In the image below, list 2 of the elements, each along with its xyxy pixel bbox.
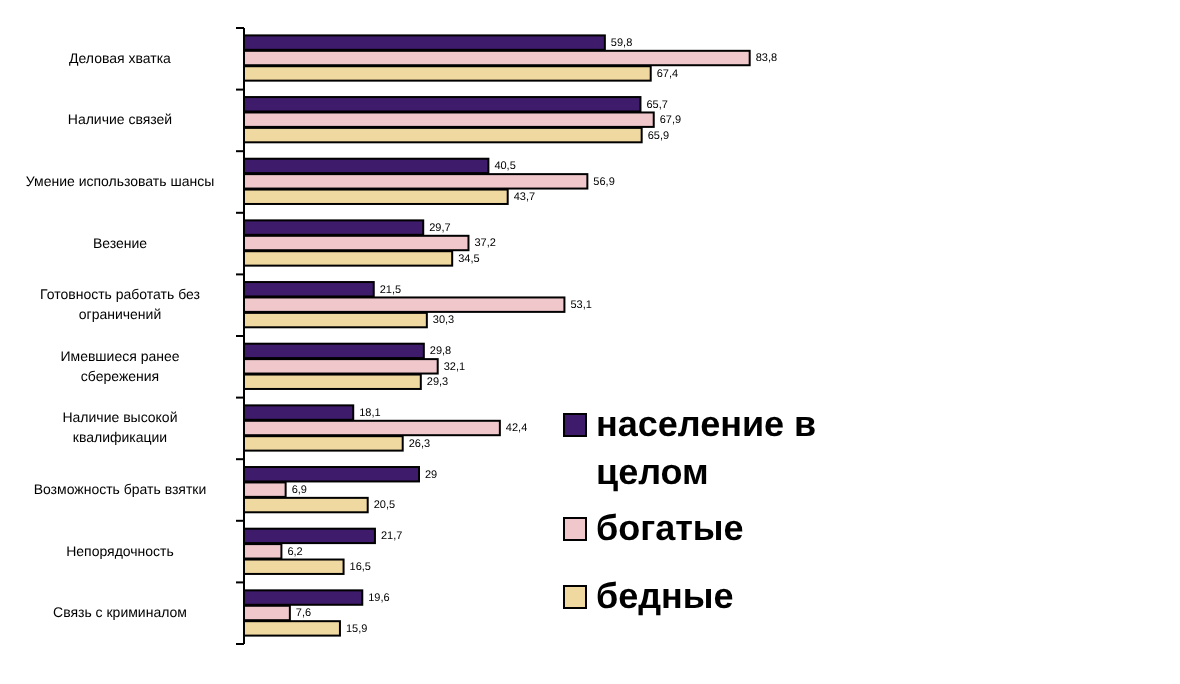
legend-label: богатые (596, 508, 744, 548)
legend-label: бедные (596, 576, 734, 616)
